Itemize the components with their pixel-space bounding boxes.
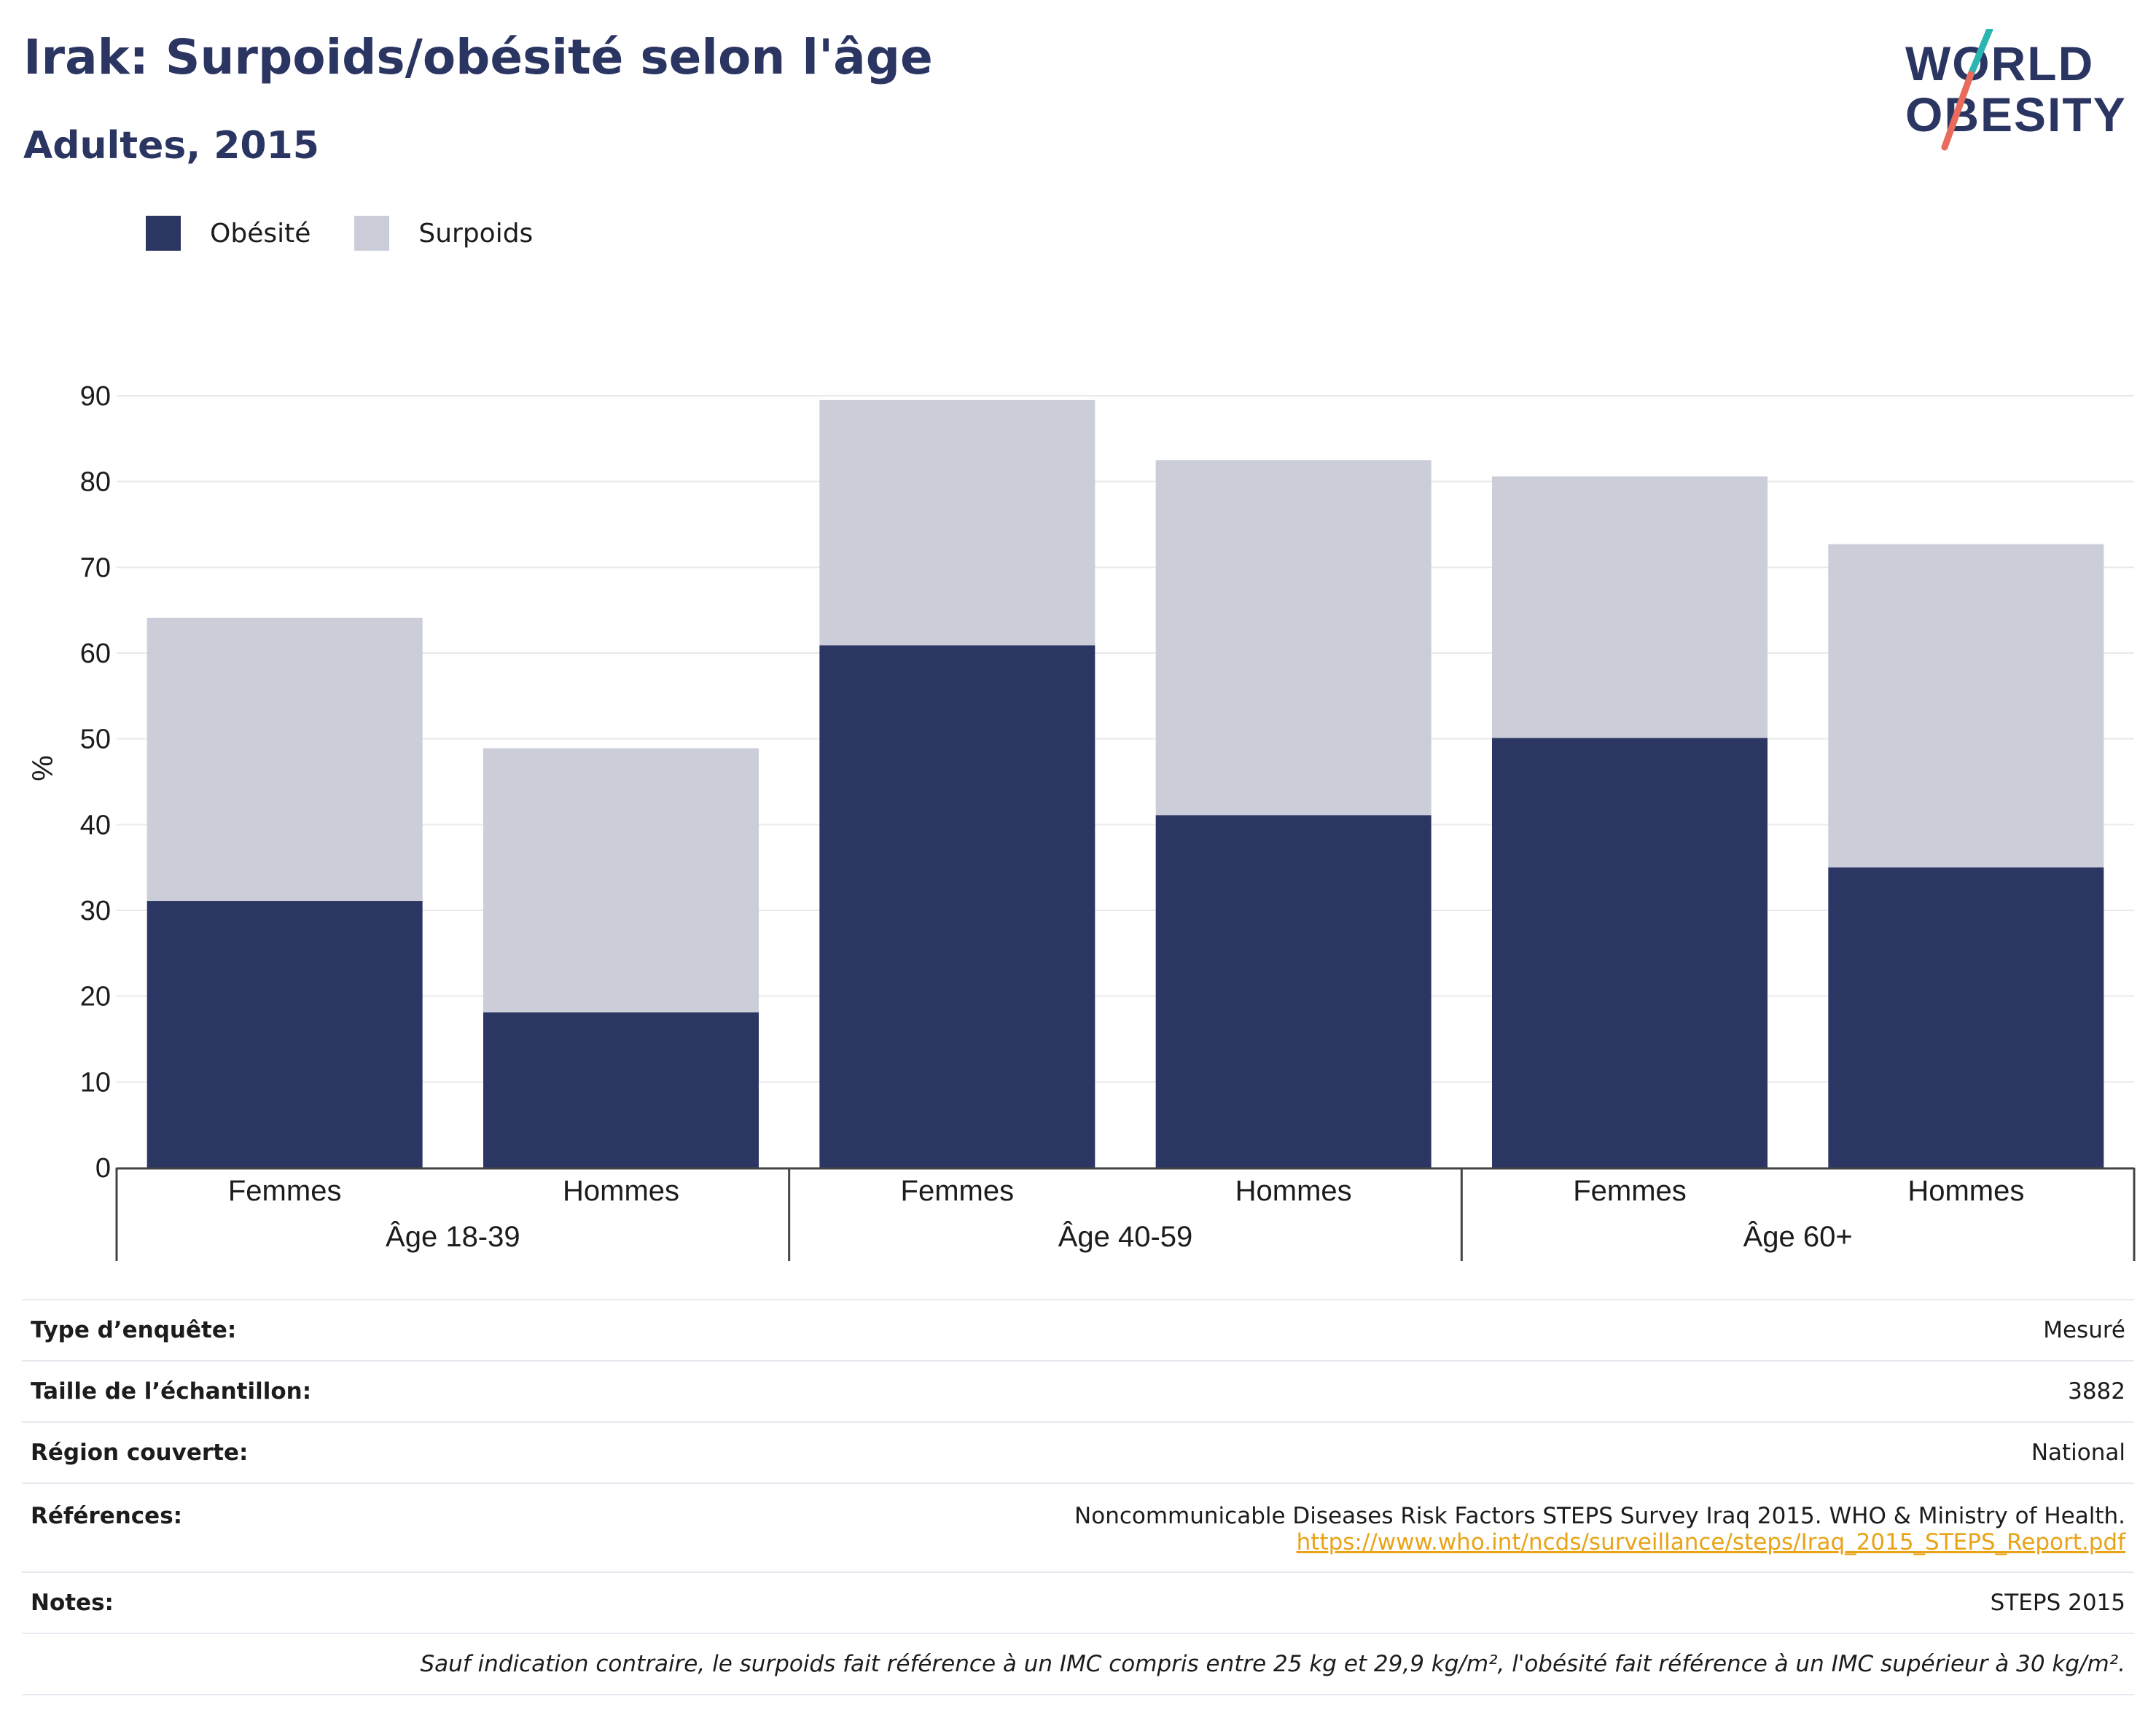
x-tick-label: Femmes	[901, 1175, 1015, 1207]
x-tick-label: Femmes	[1573, 1175, 1687, 1207]
legend-item-obesity[interactable]: Obésité	[146, 216, 310, 251]
info-table: Type d’enquête: Mesuré Taille de l’échan…	[22, 1299, 2134, 1695]
footnote: Sauf indication contraire, le surpoids f…	[22, 1633, 2134, 1695]
y-tick-label: 70	[80, 552, 111, 583]
bar-overweight	[1492, 476, 1768, 738]
y-tick-label: 10	[80, 1067, 111, 1098]
y-tick-label: 20	[80, 982, 111, 1012]
logo-slash-teal	[1967, 29, 1993, 78]
y-tick-label: 80	[80, 467, 111, 498]
bar-obesity	[1492, 738, 1768, 1168]
group-label: Âge 18-39	[386, 1220, 520, 1253]
page-subtitle: Adultes, 2015	[23, 124, 319, 168]
bar-obesity	[483, 1012, 759, 1168]
y-tick-label: 50	[80, 725, 111, 755]
info-row-survey-type: Type d’enquête: Mesuré	[22, 1299, 2134, 1360]
bar-overweight	[1155, 460, 1432, 816]
bar-obesity	[1155, 815, 1432, 1168]
chart-legend: Obésité Surpoids	[146, 216, 577, 251]
bar-obesity	[819, 645, 1095, 1168]
y-axis-label: %	[27, 755, 59, 781]
y-tick-label: 30	[80, 896, 111, 926]
logo-text-obesity: OBESITY	[1905, 87, 2127, 141]
world-obesity-logo: WORLD OBESITY	[1905, 29, 2127, 151]
y-tick-label: 90	[80, 381, 111, 412]
info-row-region: Région couverte: National	[22, 1421, 2134, 1483]
bar-overweight	[147, 617, 423, 902]
y-tick-label: 0	[95, 1153, 111, 1184]
notes-label: Notes:	[31, 1590, 114, 1616]
legend-label-obesity: Obésité	[210, 218, 311, 249]
page-title: Irak: Surpoids/obésité selon l'âge	[23, 29, 933, 85]
info-value: National	[2031, 1440, 2125, 1466]
info-row-sample-size: Taille de l’échantillon: 3882	[22, 1360, 2134, 1421]
logo-text-world: WORLD	[1905, 36, 2094, 90]
info-row-references: Références: Noncommunicable Diseases Ris…	[22, 1483, 2134, 1571]
info-label: Type d’enquête:	[31, 1317, 237, 1343]
references-link[interactable]: https://www.who.int/ncds/surveillance/st…	[1296, 1529, 2125, 1555]
bar-overweight	[819, 399, 1095, 646]
info-row-notes: Notes: STEPS 2015	[22, 1571, 2134, 1633]
bar-obesity	[1828, 867, 2104, 1168]
x-tick-label: Hommes	[563, 1175, 679, 1207]
info-value: 3882	[2068, 1378, 2125, 1405]
legend-item-overweight[interactable]: Surpoids	[354, 216, 533, 251]
info-label: Taille de l’échantillon:	[31, 1378, 312, 1405]
bar-overweight	[1828, 544, 2104, 868]
bar-obesity	[147, 901, 423, 1168]
references-value: Noncommunicable Diseases Risk Factors ST…	[1074, 1503, 2125, 1555]
references-label: Références:	[31, 1503, 183, 1529]
group-label: Âge 60+	[1743, 1220, 1853, 1253]
notes-value: STEPS 2015	[1990, 1590, 2125, 1616]
legend-swatch-overweight	[354, 216, 390, 251]
x-tick-label: Hommes	[1235, 1175, 1352, 1207]
logo-slash-coral	[1941, 71, 1975, 151]
info-value: Mesuré	[2043, 1317, 2125, 1343]
x-tick-label: Femmes	[228, 1175, 342, 1207]
legend-swatch-obesity	[146, 216, 181, 251]
bar-overweight	[483, 748, 759, 1013]
group-label: Âge 40-59	[1058, 1220, 1193, 1253]
y-tick-label: 60	[80, 638, 111, 669]
legend-label-overweight: Surpoids	[418, 218, 534, 249]
info-label: Région couverte:	[31, 1440, 249, 1466]
y-tick-label: 40	[80, 810, 111, 840]
stacked-bar-chart: 0 10 20 30 40 50 60 70 80 90% Femmes Hommes Femmes Ho…	[27, 381, 2136, 1261]
references-text: Noncommunicable Diseases Risk Factors ST…	[1074, 1503, 2125, 1529]
x-tick-label: Hommes	[1907, 1175, 2024, 1207]
